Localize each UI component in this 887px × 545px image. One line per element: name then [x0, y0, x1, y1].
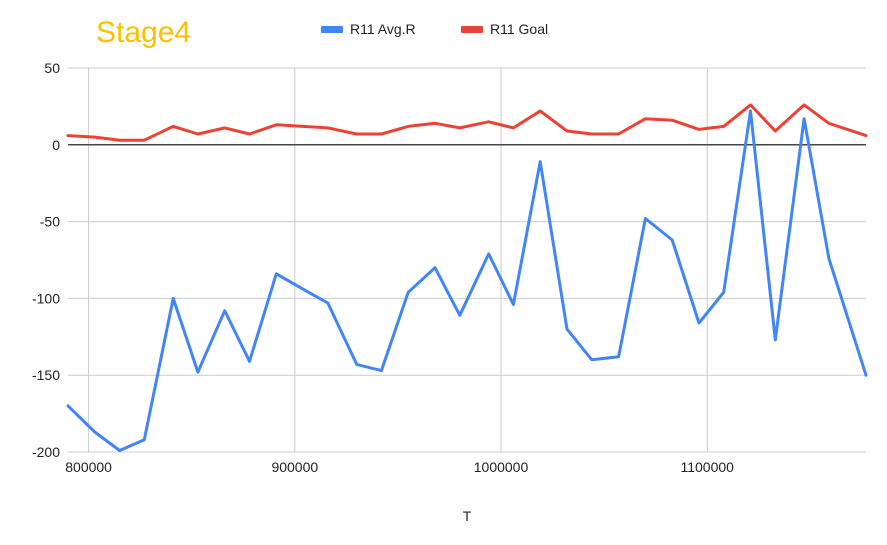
x-tick-label: 900000	[271, 459, 318, 475]
legend-swatch-avg-r	[321, 26, 343, 33]
x-tick-label: 800000	[65, 459, 112, 475]
x-tick-label: 1100000	[680, 459, 734, 475]
y-tick-label: -50	[40, 214, 60, 230]
chart-title: Stage4	[96, 16, 191, 49]
legend-swatch-goal	[461, 26, 483, 33]
tick-labels: 50 0 -50 -100 -150 -200 800000 900000 1000000 110…	[32, 60, 734, 475]
x-tick-label: 1000000	[474, 459, 529, 475]
legend-label-avg-r: R11 Avg.R	[350, 21, 416, 37]
y-tick-label: 0	[52, 137, 60, 153]
y-tick-label: -100	[32, 290, 60, 306]
legend-label-goal: R11 Goal	[490, 21, 548, 37]
legend: R11 Avg.R R11 Goal	[321, 21, 548, 37]
y-tick-label: -200	[32, 444, 60, 460]
y-tick-label: -150	[32, 367, 60, 383]
x-axis-title: T	[463, 508, 472, 524]
series-line-r11-goal	[66, 103, 868, 142]
series-line-r11-avg-r	[66, 109, 868, 452]
series-lines	[66, 103, 868, 452]
y-tick-label: 50	[44, 60, 60, 76]
